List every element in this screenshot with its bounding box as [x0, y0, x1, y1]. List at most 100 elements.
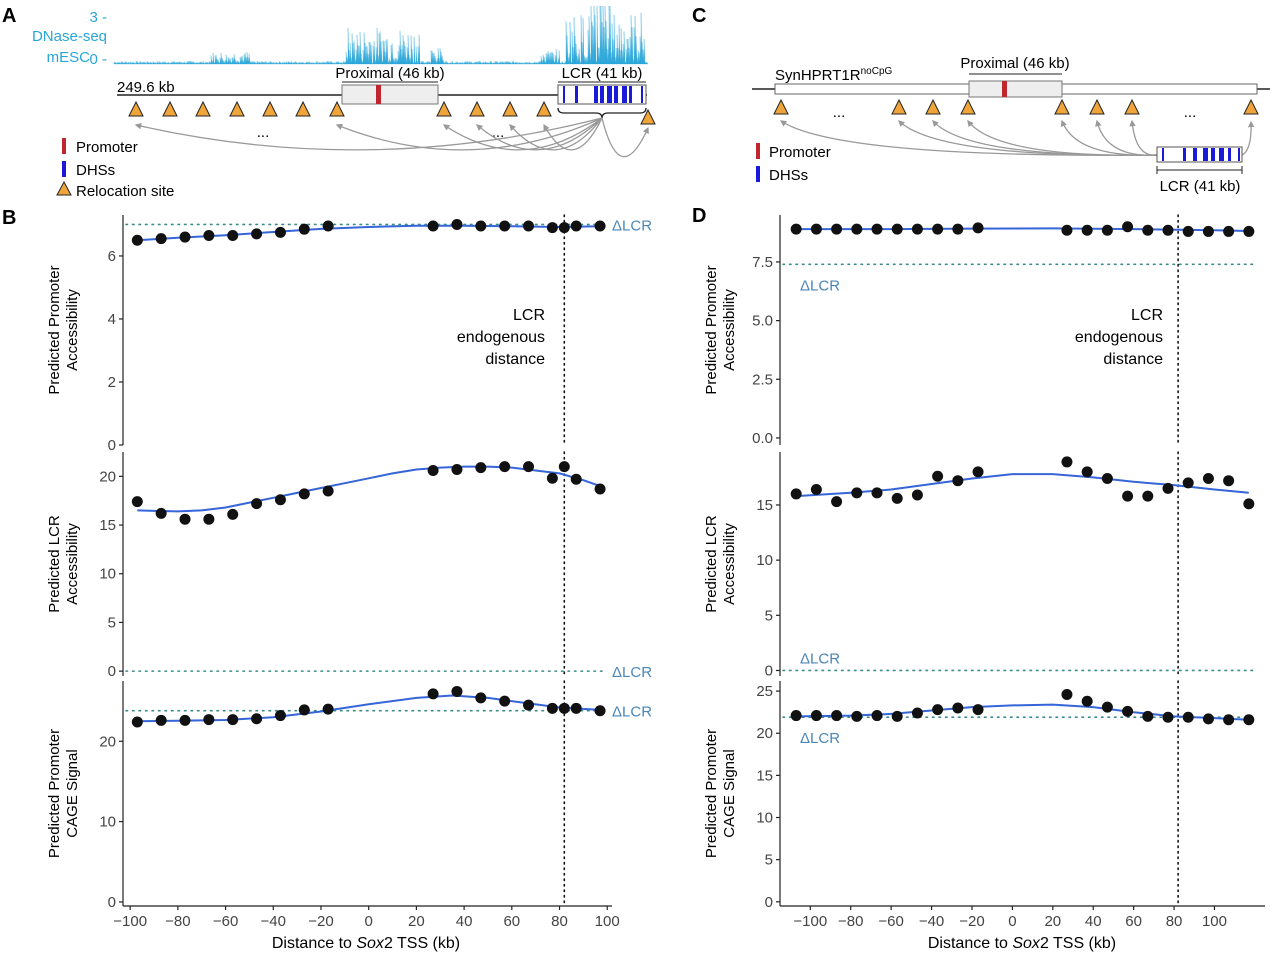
x-tick-label: −20 [308, 913, 333, 930]
relocation-site-icon [162, 100, 178, 117]
y-axis-label: Predicted PromoterAccessibility [703, 265, 738, 394]
y-tick-label: 2 [108, 374, 116, 391]
data-point [227, 714, 239, 726]
data-point [1223, 225, 1235, 237]
plot-d-2: 0 5 10 15 Predicted LCRAccessibility ΔLCR [703, 451, 1258, 679]
relocation-site-icon [1054, 98, 1070, 115]
data-point [952, 702, 964, 714]
data-point [227, 508, 239, 520]
data-point [298, 488, 310, 500]
y-axis-label-line: Accessibility [64, 289, 81, 371]
dnase-track-cell: mESC [47, 49, 91, 66]
relocation-site-icon [436, 100, 452, 117]
data-point [911, 223, 923, 235]
data-point [179, 714, 191, 726]
relocation-arrow [1129, 119, 1158, 156]
fit-curve [796, 227, 1249, 232]
data-point [499, 220, 511, 232]
y-tick-label: 20 [99, 468, 116, 485]
data-point [475, 462, 487, 474]
construct-label: SynHPRT1RnoCpG [775, 66, 893, 84]
x-tick-label: −20 [959, 913, 984, 930]
relocation-arrow [967, 119, 1158, 156]
legend-dhs-label-c: DHSs [769, 167, 808, 184]
data-point [831, 496, 843, 508]
y-tick-label: 15 [756, 497, 773, 514]
data-point [227, 229, 239, 241]
y-tick-label: 5.0 [752, 313, 773, 330]
y-tick-label: 7.5 [752, 254, 773, 271]
data-point [972, 222, 984, 234]
dhs-mark [629, 86, 632, 103]
relocation-arrows [134, 117, 649, 158]
dnase-track-max: 3 - [89, 9, 107, 26]
y-axis-label-line: Predicted LCR [46, 515, 63, 613]
data-point [594, 220, 606, 232]
lcr-label: LCR (41 kb) [562, 65, 643, 82]
y-tick-label: 15 [99, 517, 116, 534]
relocation-arrow [509, 117, 603, 151]
relocation-arrow [476, 117, 603, 151]
data-point [1202, 713, 1214, 725]
lcr-endogenous-annotation-line: endogenous [1075, 329, 1163, 346]
data-point [179, 231, 191, 243]
data-point [851, 710, 863, 722]
data-point [1162, 711, 1174, 723]
proximal-label-c: Proximal (46 kb) [960, 55, 1069, 72]
data-point [594, 483, 606, 495]
y-axis-label-line: Predicted Promoter [703, 265, 720, 394]
relocation-site-icon [536, 100, 552, 117]
data-point [851, 223, 863, 235]
data-point [558, 461, 570, 473]
panel-label-c: C [692, 5, 706, 27]
baseline-dlcr-label: ΔLCR [800, 650, 840, 667]
x-axis-title-post: 2 TSS (kb) [1040, 935, 1116, 952]
dnase-track-name: DNase-seq [32, 28, 107, 45]
dhs-mark [575, 86, 578, 103]
baseline-dlcr-label: ΔLCR [612, 217, 652, 234]
y-tick-label: 10 [756, 810, 773, 827]
relocation-arrow [442, 117, 603, 151]
data-point [475, 692, 487, 704]
data-point [322, 703, 334, 715]
data-point [1081, 224, 1093, 236]
relocation-sites [128, 100, 656, 125]
y-axis-label-line: CAGE Signal [64, 749, 81, 837]
legend-relocation-icon [56, 180, 72, 196]
data-point [594, 705, 606, 717]
y-axis-label-line: Predicted LCR [703, 515, 720, 613]
x-axis-title-pre: Distance to [272, 935, 356, 952]
y-tick-label: 0 [108, 663, 116, 680]
dhs-mark [622, 86, 627, 103]
data-point [298, 223, 310, 235]
y-tick-label: 2.5 [752, 371, 773, 388]
data-point [972, 704, 984, 716]
x-tick-label: 100 [595, 913, 620, 930]
proximal-box-c [968, 80, 1063, 98]
data-point [558, 702, 570, 714]
relocation-arrow [1095, 119, 1158, 156]
dhs-mark [1162, 148, 1164, 161]
data-point [570, 473, 582, 485]
data-point [475, 220, 487, 232]
baseline-dlcr-label: ΔLCR [612, 664, 652, 681]
data-point [932, 223, 944, 235]
lcr-endogenous-annotation-line: distance [485, 351, 545, 368]
panel-label-a: A [2, 5, 16, 27]
data-point [1061, 456, 1073, 468]
y-tick-label: 5 [108, 614, 116, 631]
y-axis-label-line: Accessibility [64, 523, 81, 605]
scale-label: 249.6 kb [117, 79, 175, 96]
data-point [911, 489, 923, 501]
data-point [1182, 477, 1194, 489]
dnase-signal-track [113, 5, 649, 65]
y-tick-label: 10 [99, 566, 116, 583]
data-point [131, 496, 143, 508]
data-point [831, 710, 843, 722]
relocation-site-icon [469, 100, 485, 117]
y-axis-label-line: Predicted Promoter [703, 729, 720, 858]
legend-promoter-swatch-c [756, 143, 760, 159]
data-point [1142, 490, 1154, 502]
relocation-site-icon [1089, 98, 1105, 115]
baseline-dlcr-label: ΔLCR [800, 277, 840, 294]
